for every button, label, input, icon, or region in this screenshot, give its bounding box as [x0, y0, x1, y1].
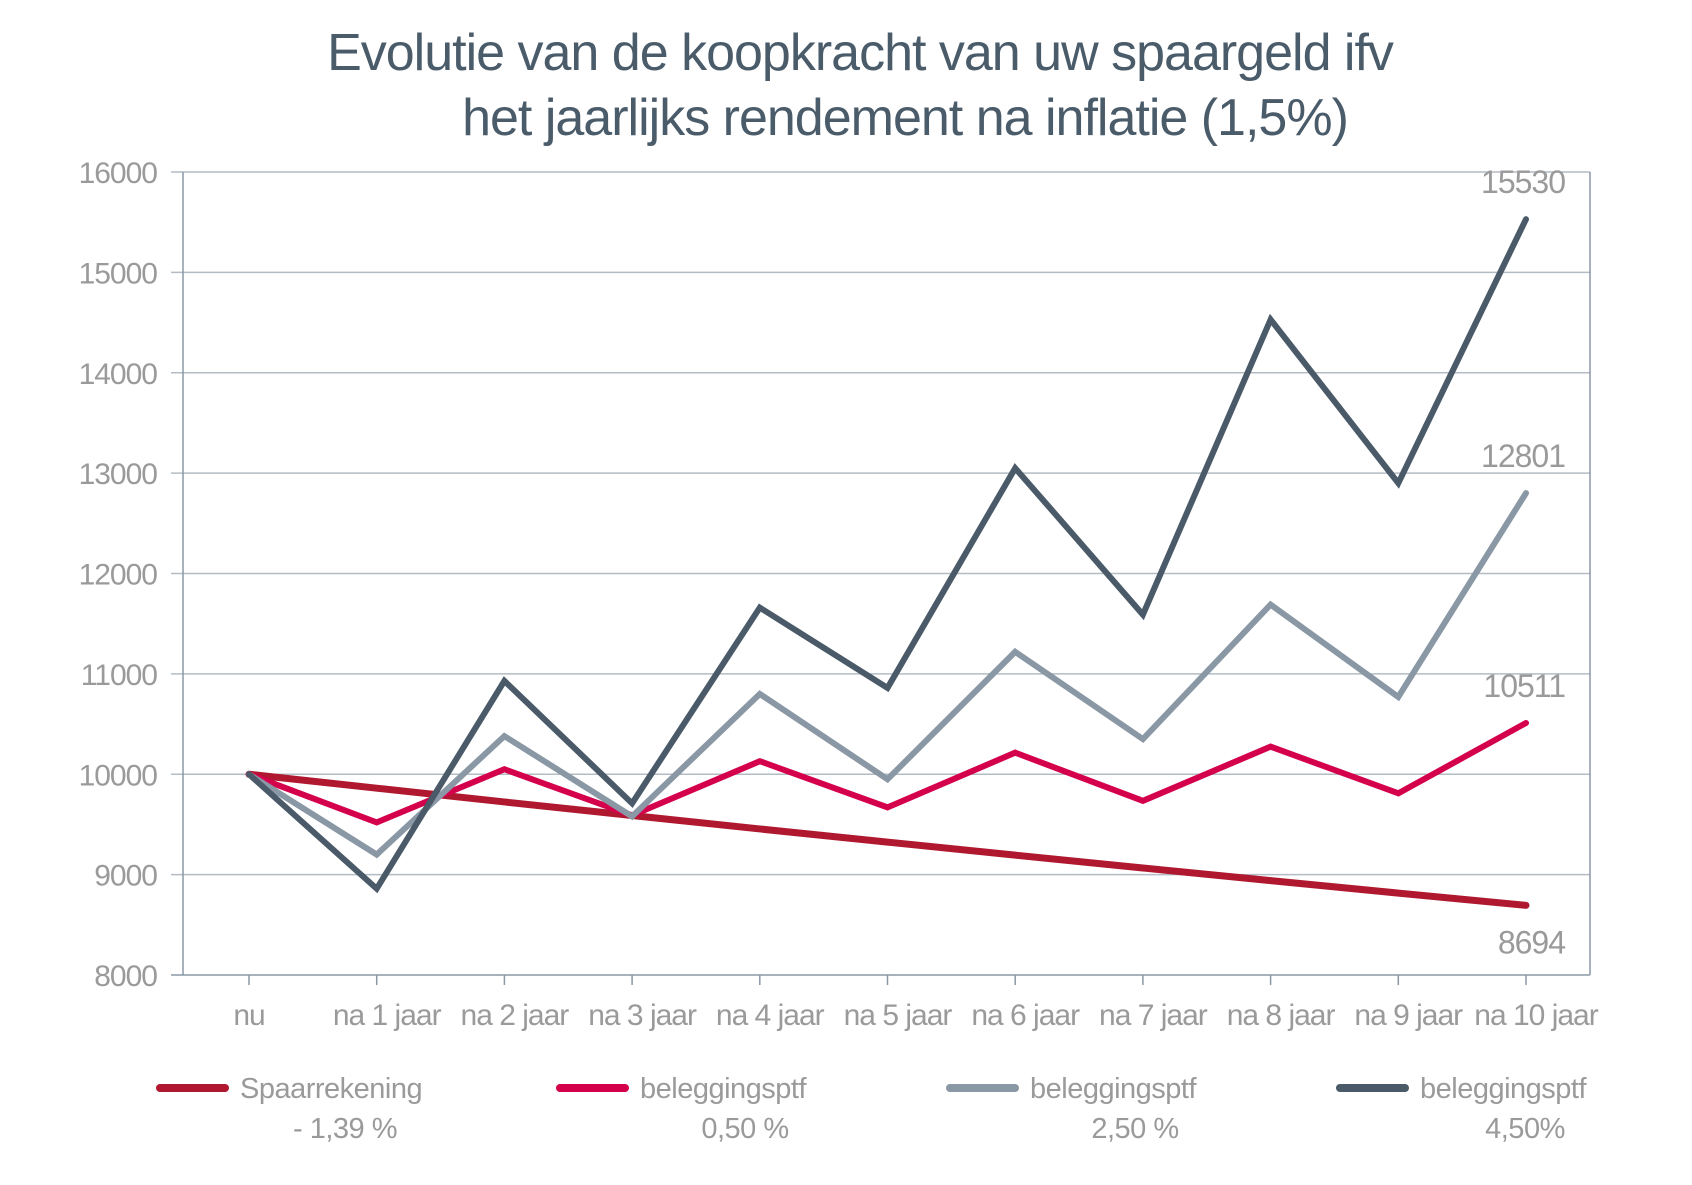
legend-sublabel: 0,50 % — [701, 1113, 788, 1145]
y-tick-label: 16000 — [79, 157, 158, 190]
chart-title-line-1: Evolutie van de koopkracht van uw spaarg… — [327, 24, 1394, 82]
data-label: 8694 — [1498, 924, 1565, 960]
x-tick-label: na 6 jaar — [971, 999, 1080, 1032]
legend-label: beleggingsptf — [1420, 1073, 1587, 1105]
x-tick-label: na 3 jaar — [588, 999, 697, 1032]
x-tick-label: na 10 jaar — [1474, 999, 1598, 1032]
data-label: 15530 — [1481, 164, 1565, 200]
x-tick-label: na 1 jaar — [333, 999, 442, 1032]
chart-title-line-2: het jaarlijks rendement na inflatie (1,5… — [462, 89, 1348, 147]
data-label: 10511 — [1483, 668, 1565, 704]
y-tick-label: 12000 — [79, 559, 158, 592]
x-tick-label: na 9 jaar — [1354, 999, 1463, 1032]
x-tick-label: na 7 jaar — [1099, 999, 1208, 1032]
x-tick-label: na 5 jaar — [844, 999, 953, 1032]
legend-label: beleggingsptf — [1030, 1073, 1197, 1105]
y-tick-label: 9000 — [94, 860, 157, 893]
legend-label: beleggingsptf — [640, 1073, 807, 1105]
x-tick-label: na 4 jaar — [716, 999, 825, 1032]
x-tick-label: nu — [233, 999, 264, 1032]
y-tick-label: 10000 — [79, 759, 158, 792]
data-label: 12801 — [1481, 438, 1565, 474]
y-tick-label: 11000 — [81, 659, 158, 692]
x-tick-label: na 2 jaar — [461, 999, 570, 1032]
legend-sublabel: 4,50% — [1485, 1113, 1565, 1145]
legend-sublabel: - 1,39 % — [293, 1113, 397, 1145]
y-tick-label: 14000 — [79, 358, 158, 391]
y-tick-label: 13000 — [79, 458, 158, 491]
y-tick-label: 8000 — [94, 960, 157, 993]
x-tick-label: na 8 jaar — [1227, 999, 1336, 1032]
series-line-1 — [246, 719, 1529, 826]
series-line-3 — [246, 216, 1529, 894]
legend-sublabel: 2,50 % — [1091, 1113, 1178, 1145]
legend-label: Spaarrekening — [240, 1073, 422, 1105]
y-tick-label: 15000 — [79, 257, 158, 290]
